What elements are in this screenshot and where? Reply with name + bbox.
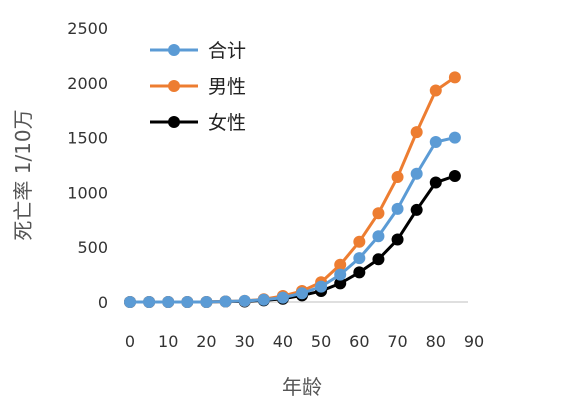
y-tick-label: 500	[77, 238, 108, 257]
y-tick-label: 1000	[67, 183, 108, 202]
data-point	[162, 296, 175, 308]
data-point	[353, 266, 366, 279]
series-line	[130, 136, 456, 304]
legend-label: 合计	[208, 40, 246, 62]
data-point	[353, 235, 366, 248]
x-tick-label: 0	[125, 332, 135, 351]
legend-item: 合计	[150, 40, 246, 62]
data-point	[429, 135, 442, 148]
data-point	[200, 296, 213, 308]
data-point	[219, 295, 232, 308]
data-point	[334, 268, 347, 281]
x-tick-label: 10	[158, 332, 178, 351]
series-1	[124, 71, 461, 308]
data-point	[448, 169, 461, 182]
data-point	[372, 207, 385, 220]
data-point	[315, 280, 328, 293]
x-tick-label: 30	[234, 332, 254, 351]
data-point	[334, 277, 347, 290]
x-tick-labels: 0 10 20 30 40 50 60 70 80 90	[125, 332, 484, 351]
data-point	[410, 203, 423, 216]
y-tick-label: 2000	[67, 74, 108, 93]
data-point	[238, 294, 251, 307]
data-point	[143, 296, 156, 308]
legend-item: 女性	[150, 112, 246, 134]
x-tick-label: 90	[464, 332, 484, 351]
series-2	[124, 169, 461, 308]
legend-marker	[168, 80, 180, 92]
data-point	[391, 171, 404, 184]
x-tick-label: 60	[349, 332, 369, 351]
legend-marker	[168, 116, 180, 128]
data-point	[391, 233, 404, 246]
x-tick-label: 80	[426, 332, 446, 351]
x-tick-label: 50	[311, 332, 331, 351]
legend-label: 女性	[208, 112, 246, 134]
data-point	[124, 296, 136, 308]
data-point	[410, 126, 423, 139]
y-tick-label: 1500	[67, 129, 108, 148]
x-tick-label: 40	[273, 332, 293, 351]
data-point	[257, 293, 270, 306]
data-point	[353, 252, 366, 265]
y-axis-title: 死亡率 1/10万	[11, 109, 35, 240]
data-point	[372, 230, 385, 243]
series-layer	[124, 71, 461, 308]
data-point	[372, 253, 385, 266]
data-point	[448, 131, 461, 144]
data-point	[334, 258, 347, 271]
legend-label: 男性	[208, 76, 246, 98]
x-tick-label: 20	[196, 332, 216, 351]
data-point	[429, 176, 442, 189]
y-tick-labels: 0 500 1000 1500 2000 2500	[67, 19, 108, 312]
data-point	[448, 71, 461, 84]
series-0	[124, 131, 461, 308]
data-point	[296, 287, 308, 300]
x-tick-label: 70	[387, 332, 407, 351]
data-point	[429, 84, 442, 97]
data-point	[391, 202, 404, 215]
legend-marker	[168, 44, 180, 56]
data-point	[276, 291, 289, 304]
y-tick-label: 0	[98, 293, 108, 312]
y-tick-label: 2500	[67, 19, 108, 38]
legend-item: 男性	[150, 76, 246, 98]
x-axis-title: 年龄	[282, 375, 322, 399]
data-point	[410, 167, 423, 180]
series-line	[130, 76, 456, 304]
data-point	[181, 296, 194, 308]
